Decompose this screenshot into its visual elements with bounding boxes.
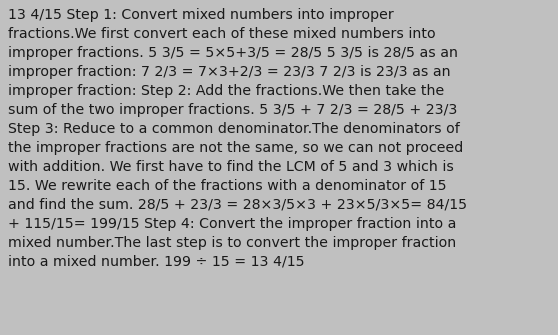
Text: 13 4/15 Step 1: Convert mixed numbers into improper
fractions.We first convert e: 13 4/15 Step 1: Convert mixed numbers in… [8,8,468,269]
